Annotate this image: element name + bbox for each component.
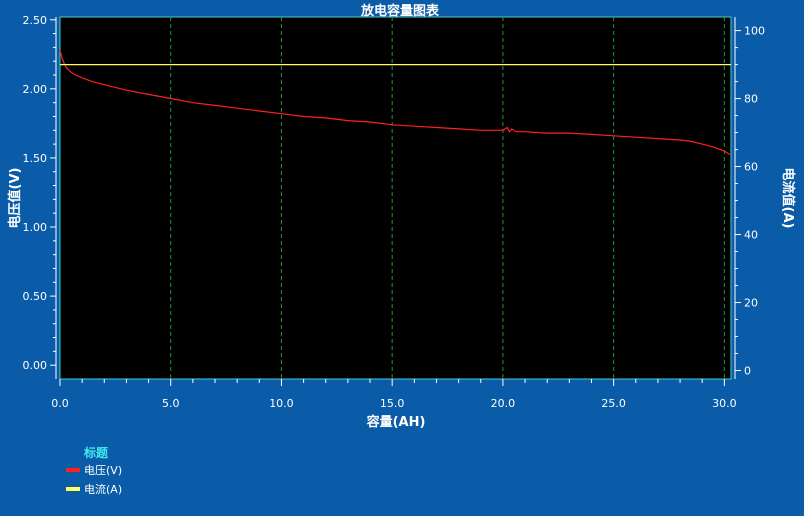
y-right-tick-label: 80	[744, 93, 758, 106]
y-axis-right-label: 电流值(A)	[780, 168, 796, 229]
y-left-tick-label: 2.00	[23, 83, 48, 96]
series-lines	[59, 50, 732, 156]
x-axis-label: 容量(AH)	[366, 414, 426, 430]
y-right-tick-label: 60	[744, 161, 758, 174]
y-left-tick-label: 1.50	[23, 152, 48, 165]
axes: 0.0 5.0 10.0 15.0 20.0 25.0 30.0 0.00 0.50 1.00 1.…	[23, 14, 766, 410]
plot-area	[59, 16, 732, 380]
chart-title: 放电容量图表	[360, 3, 440, 19]
y-left-tick-label: 2.50	[23, 14, 48, 27]
legend-label-voltage: 电压(V)	[84, 464, 122, 477]
x-tick-label: 20.0	[491, 397, 516, 410]
y-right-tick-label: 0	[744, 365, 751, 378]
y-right-tick-label: 100	[744, 25, 765, 38]
legend: 标题 电压(V) 电流(A)	[66, 445, 122, 496]
legend-title: 标题	[83, 445, 109, 460]
y-left-tick-label: 0.50	[23, 290, 48, 303]
legend-label-current: 电流(A)	[84, 482, 122, 496]
x-tick-label: 10.0	[269, 397, 294, 410]
y-axis-left-label: 电压值(V)	[7, 168, 23, 229]
y-right-tick-label: 40	[744, 229, 758, 242]
y-left-tick-label: 1.00	[23, 221, 48, 234]
x-tick-label: 0.0	[51, 397, 69, 410]
grid-lines	[170, 17, 725, 379]
x-tick-label: 25.0	[601, 397, 626, 410]
y-right-tick-label: 20	[744, 297, 758, 310]
voltage-series-line	[59, 50, 732, 156]
y-left-tick-label: 0.00	[23, 359, 48, 372]
x-tick-label: 15.0	[380, 397, 405, 410]
x-tick-label: 30.0	[712, 397, 737, 410]
x-tick-label: 5.0	[162, 397, 180, 410]
